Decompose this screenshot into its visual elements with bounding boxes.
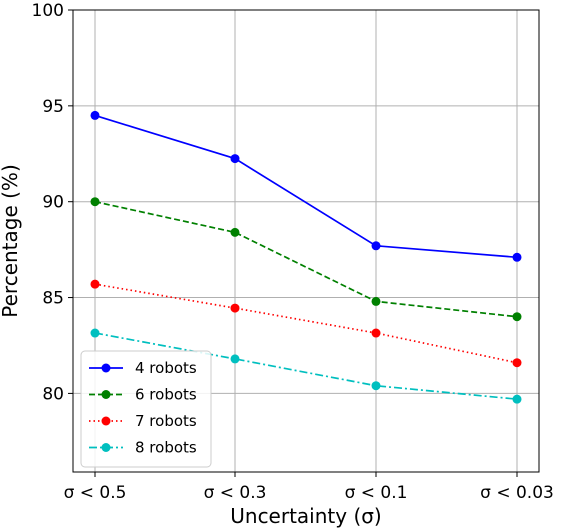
x-tick-label: σ < 0.1 (345, 483, 408, 503)
legend-label: 6 robots (135, 386, 197, 404)
data-point (512, 252, 522, 262)
data-point (90, 197, 100, 207)
data-point (90, 328, 100, 338)
y-tick-label: 95 (42, 97, 64, 117)
legend-marker (101, 363, 111, 373)
data-point (230, 354, 240, 364)
data-point (230, 227, 240, 237)
legend-marker (101, 416, 111, 426)
data-point (371, 241, 381, 251)
x-tick-label: σ < 0.03 (480, 483, 554, 503)
legend: 4 robots 6 robots 7 robots 8 robots (80, 350, 212, 468)
legend-label: 7 robots (135, 412, 197, 430)
data-point (371, 296, 381, 306)
data-point (230, 303, 240, 313)
data-point (512, 358, 522, 368)
series-lines (94, 114, 518, 400)
x-tick-label: σ < 0.5 (64, 483, 127, 503)
legend-marker (101, 443, 111, 452)
axis-ticks: σ < 0.5 σ < 0.3 σ < 0.1 σ < 0.03 80 85 90 95 100 (32, 1, 554, 503)
data-point (90, 110, 100, 120)
y-axis-title: Percentage (%) (0, 164, 22, 317)
y-tick-label: 80 (42, 384, 64, 404)
y-tick-label: 100 (32, 1, 64, 21)
legend-marker (101, 390, 111, 399)
series-line-4 (94, 332, 518, 400)
plot-frame (72, 9, 540, 473)
y-tick-label: 85 (42, 289, 64, 309)
legend-label: 8 robots (135, 439, 197, 457)
series-line-2 (94, 200, 518, 318)
x-tick-label: σ < 0.3 (204, 483, 267, 503)
series-markers (90, 110, 522, 404)
legend-label: 4 robots (135, 359, 197, 377)
x-axis-title: Uncertainty (σ) (230, 504, 381, 528)
data-point (230, 154, 240, 164)
series-line-1 (94, 114, 518, 259)
data-point (512, 394, 522, 404)
data-point (90, 279, 100, 289)
legend-box (80, 350, 212, 468)
data-point (371, 381, 381, 391)
y-tick-label: 90 (42, 193, 64, 213)
data-point (371, 328, 381, 338)
data-point (512, 312, 522, 322)
